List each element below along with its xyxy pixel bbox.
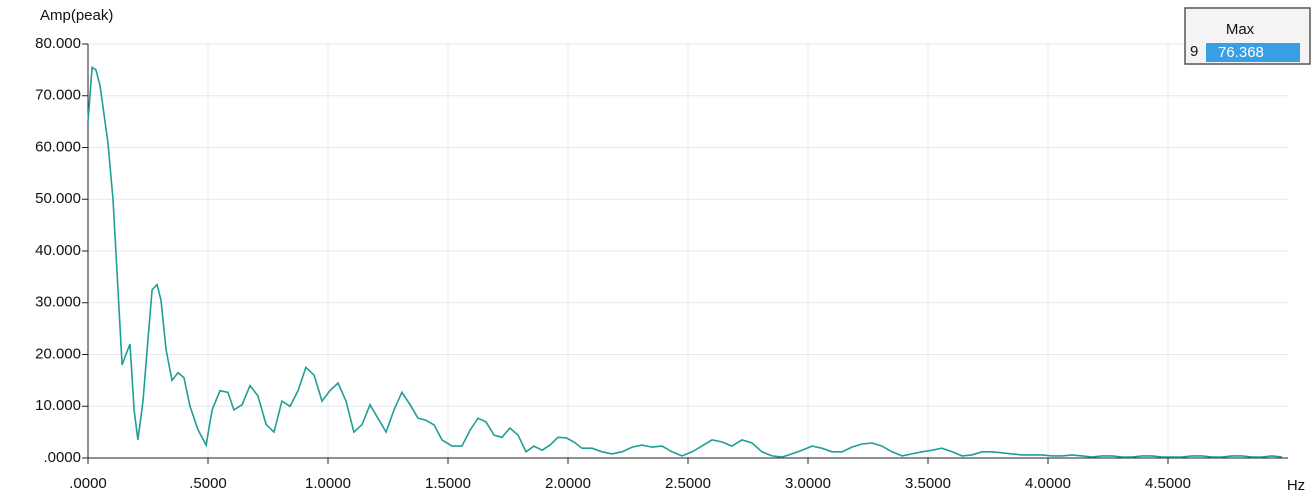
y-tick-label: 20.000 <box>35 345 81 362</box>
line-series <box>87 65 1283 458</box>
y-tick-label: 70.000 <box>35 87 81 104</box>
plot: .0000 10.000 20.000 30.000 40.000 50.000 60.00… <box>35 35 1288 492</box>
y-tick-label: 10.000 <box>35 397 81 414</box>
max-header: Max <box>1226 21 1255 38</box>
x-tick-label: 4.0000 <box>1025 475 1071 492</box>
x-tick-label: 3.0000 <box>785 475 831 492</box>
max-highlight <box>1206 43 1300 62</box>
y-tick-label: 60.000 <box>35 138 81 155</box>
y-axis-label: Amp(peak) <box>40 7 113 24</box>
y-tick-label: 30.000 <box>35 294 81 311</box>
x-axis-label: Hz <box>1287 477 1305 494</box>
max-index: 9 <box>1190 43 1198 60</box>
y-tick-label: 80.000 <box>35 35 81 52</box>
max-panel: Max 9 76.368 <box>1184 7 1311 65</box>
y-tick-label: 40.000 <box>35 242 81 259</box>
x-tick-label: 3.5000 <box>905 475 951 492</box>
x-tick-label: 2.0000 <box>545 475 591 492</box>
x-tick-label: .0000 <box>69 475 107 492</box>
max-value: 76.368 <box>1218 44 1264 61</box>
x-tick-label: 2.5000 <box>665 475 711 492</box>
y-tick-label: .0000 <box>43 449 81 466</box>
x-tick-label: 4.5000 <box>1145 475 1191 492</box>
y-tick-label: 50.000 <box>35 190 81 207</box>
x-tick-label: 1.0000 <box>305 475 351 492</box>
x-tick-label: .5000 <box>189 475 227 492</box>
x-tick-label: 1.5000 <box>425 475 471 492</box>
